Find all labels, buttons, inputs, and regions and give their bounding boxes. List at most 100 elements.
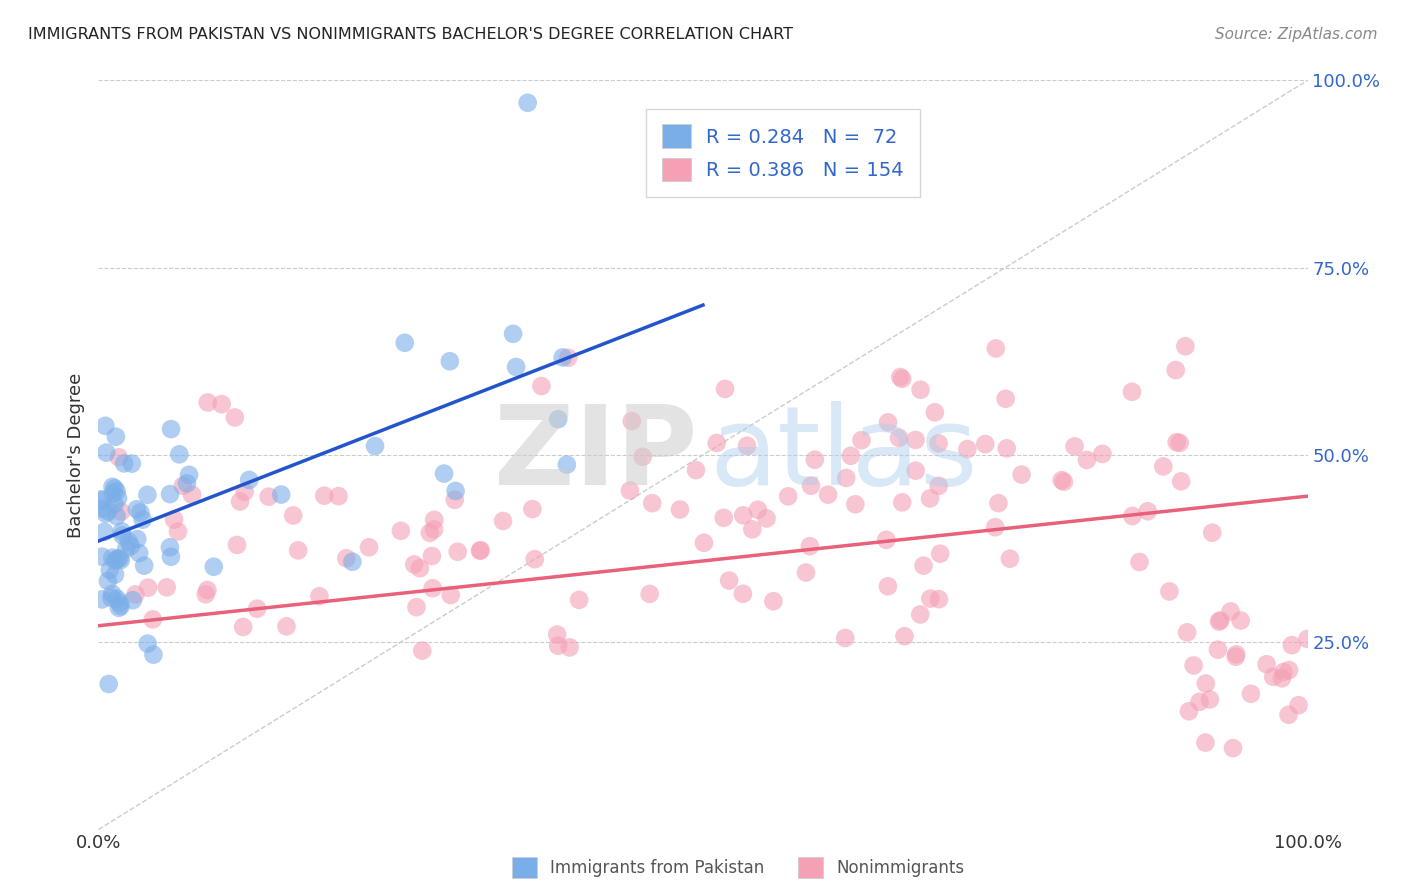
- Point: [197, 582, 219, 597]
- Point: [283, 508, 305, 523]
- Point: [328, 489, 350, 503]
- Point: [121, 593, 143, 607]
- Point: [1011, 467, 1033, 482]
- Point: [98, 563, 121, 577]
- Point: [108, 551, 131, 566]
- Point: [108, 450, 131, 465]
- Point: [181, 488, 204, 502]
- Point: [111, 528, 134, 542]
- Point: [804, 452, 827, 467]
- Point: [276, 619, 298, 633]
- Point: [224, 410, 246, 425]
- Point: [835, 471, 858, 485]
- Point: [160, 422, 183, 436]
- Point: [257, 490, 280, 504]
- Point: [1195, 676, 1218, 690]
- Point: [104, 482, 127, 496]
- Point: [232, 620, 254, 634]
- Point: [875, 533, 897, 547]
- Point: [96, 445, 118, 459]
- Point: [731, 587, 754, 601]
- Point: [107, 491, 129, 506]
- Point: [233, 484, 256, 499]
- Point: [197, 395, 219, 409]
- Point: [142, 612, 165, 626]
- Point: [172, 479, 194, 493]
- Point: [1164, 363, 1187, 377]
- Point: [270, 487, 292, 501]
- Point: [928, 436, 950, 450]
- Point: [1199, 692, 1222, 706]
- Point: [998, 551, 1021, 566]
- Point: [128, 546, 150, 560]
- Point: [877, 579, 900, 593]
- Point: [433, 467, 456, 481]
- Point: [159, 487, 181, 501]
- Point: [468, 543, 491, 558]
- Point: [1278, 663, 1301, 677]
- Point: [502, 326, 524, 341]
- Point: [1271, 671, 1294, 685]
- Point: [920, 591, 942, 606]
- Point: [101, 486, 124, 500]
- Point: [1188, 695, 1211, 709]
- Point: [423, 522, 446, 536]
- Point: [1174, 339, 1197, 353]
- Point: [105, 509, 128, 524]
- Point: [1178, 704, 1201, 718]
- Point: [1166, 435, 1188, 450]
- Point: [125, 502, 148, 516]
- Point: [111, 524, 134, 539]
- Point: [891, 495, 914, 509]
- Point: [104, 553, 127, 567]
- Point: [492, 514, 515, 528]
- Point: [364, 439, 387, 453]
- Point: [1076, 453, 1098, 467]
- Point: [956, 442, 979, 456]
- Point: [1194, 736, 1216, 750]
- Point: [1152, 459, 1174, 474]
- Point: [105, 591, 128, 606]
- Point: [1182, 658, 1205, 673]
- Point: [928, 479, 950, 493]
- Point: [844, 497, 866, 511]
- Point: [1063, 439, 1085, 453]
- Point: [641, 496, 664, 510]
- Point: [1208, 615, 1230, 629]
- Point: [100, 591, 122, 605]
- Point: [91, 501, 114, 516]
- Point: [1222, 741, 1244, 756]
- Point: [1272, 665, 1295, 679]
- Point: [523, 552, 546, 566]
- Point: [974, 437, 997, 451]
- Point: [440, 588, 463, 602]
- Point: [557, 351, 579, 365]
- Point: [522, 502, 544, 516]
- Point: [287, 543, 309, 558]
- Point: [167, 524, 190, 539]
- Point: [924, 405, 946, 419]
- Point: [159, 541, 181, 555]
- Point: [984, 342, 1007, 356]
- Point: [93, 524, 115, 539]
- Point: [714, 382, 737, 396]
- Point: [308, 589, 330, 603]
- Point: [357, 541, 380, 555]
- Point: [423, 513, 446, 527]
- Point: [101, 480, 124, 494]
- Point: [118, 534, 141, 549]
- Point: [97, 504, 120, 518]
- Point: [169, 447, 191, 461]
- Point: [105, 484, 128, 499]
- Text: IMMIGRANTS FROM PAKISTAN VS NONIMMIGRANTS BACHELOR'S DEGREE CORRELATION CHART: IMMIGRANTS FROM PAKISTAN VS NONIMMIGRANT…: [28, 27, 793, 42]
- Point: [547, 412, 569, 426]
- Point: [530, 379, 553, 393]
- Point: [904, 464, 927, 478]
- Point: [409, 561, 432, 575]
- Point: [1121, 384, 1143, 399]
- Point: [910, 607, 932, 622]
- Point: [839, 449, 862, 463]
- Point: [156, 580, 179, 594]
- Point: [470, 543, 492, 558]
- Point: [800, 478, 823, 492]
